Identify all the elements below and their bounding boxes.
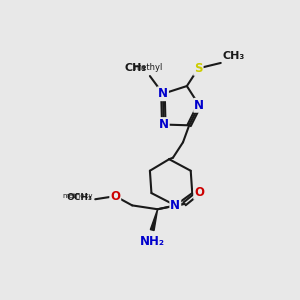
Text: N: N [158,87,168,100]
Text: OCH₃: OCH₃ [67,193,93,202]
Text: methyl: methyl [134,63,163,72]
Text: N: N [170,199,180,212]
Text: N: N [159,118,169,131]
Text: CH₃: CH₃ [222,51,244,61]
Text: CH₃: CH₃ [124,63,147,73]
Text: O: O [194,186,204,199]
Text: N: N [194,99,204,112]
Text: methoxy: methoxy [62,193,93,199]
Text: NH₂: NH₂ [140,235,165,248]
Text: O: O [110,190,120,203]
Text: S: S [194,62,203,75]
Polygon shape [150,209,158,230]
